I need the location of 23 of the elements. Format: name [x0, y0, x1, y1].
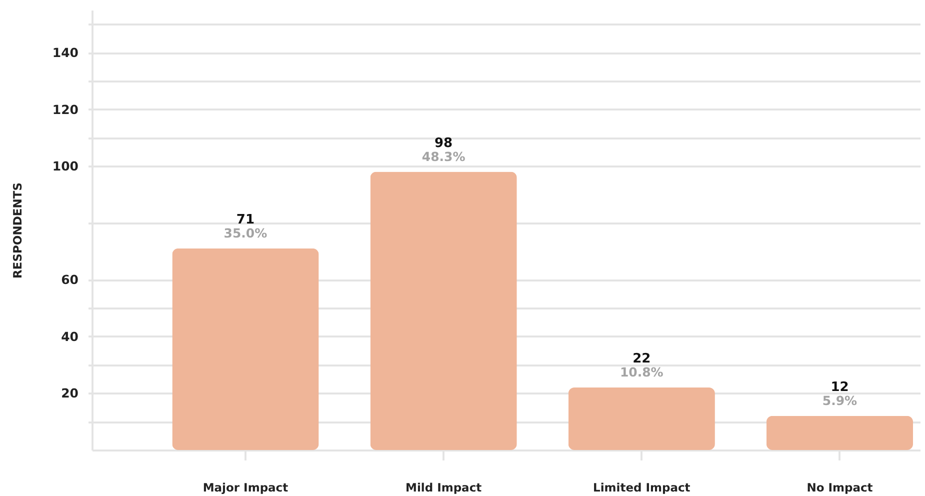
data-label: 98 — [434, 136, 453, 151]
annotation: 5.9% — [822, 392, 858, 408]
annotation: 10.8% — [620, 364, 664, 380]
bar — [568, 388, 715, 450]
bar — [766, 416, 914, 450]
y-tick-label: 140 — [52, 45, 79, 60]
bar — [370, 172, 517, 450]
bar — [172, 248, 319, 450]
y-tick-label: 20 — [61, 386, 79, 401]
annotation: 35.0% — [224, 225, 268, 240]
data-label: 71 — [236, 212, 255, 228]
x-tick-label: No Impact — [806, 480, 874, 494]
x-tick-label: Major Impact — [202, 480, 289, 494]
y-tick-label: 60 — [61, 272, 79, 288]
annotation: 48.3% — [422, 148, 466, 164]
data-label: 12 — [830, 380, 849, 395]
y-axis-title: RESPONDENTS — [10, 182, 24, 278]
y-tick-label: 40 — [61, 328, 79, 344]
x-tick-label: Mild Impact — [405, 480, 482, 494]
y-tick-label: 100 — [52, 158, 79, 174]
data-label: 22 — [632, 352, 651, 367]
y-tick-label: 120 — [52, 102, 79, 117]
x-tick-label: Limited Impact — [593, 480, 691, 494]
